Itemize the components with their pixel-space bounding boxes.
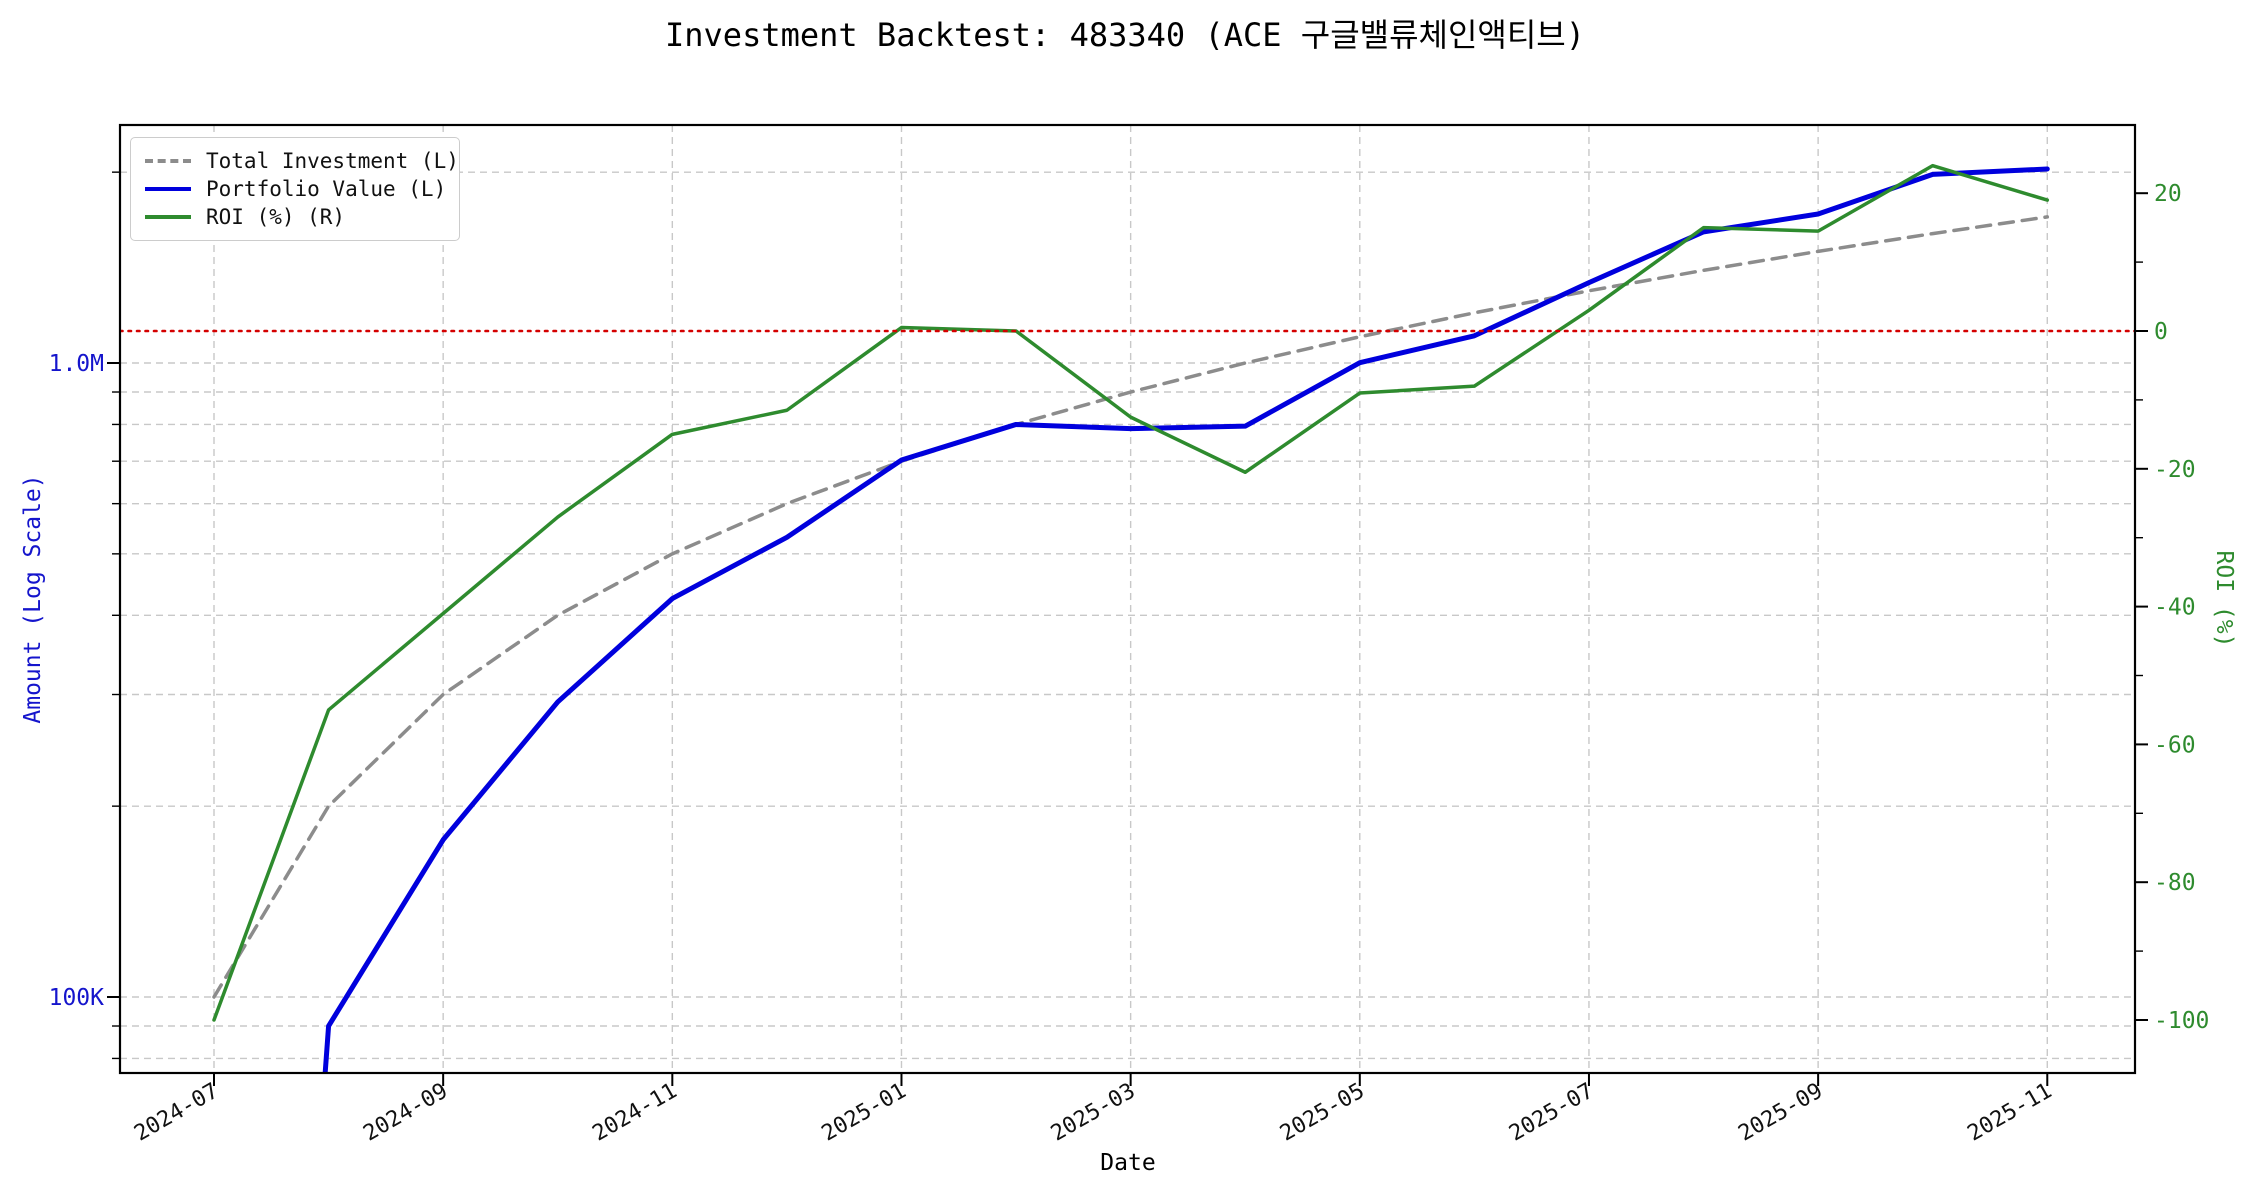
x-tick-label: 2025-07 bbox=[1505, 1079, 1598, 1147]
right-axis-title: ROI (%) bbox=[2211, 550, 2237, 648]
x-axis-title: Date bbox=[1100, 1150, 1156, 1176]
left-tick-label: 1.0M bbox=[49, 351, 104, 377]
legend-label-total-investment: Total Investment (L) bbox=[206, 149, 459, 173]
chart-title: Investment Backtest: 483340 (ACE 구글밸류체인액… bbox=[665, 16, 1585, 54]
x-tick-label: 2025-11 bbox=[1963, 1079, 2056, 1147]
right-tick-label: 0 bbox=[2154, 319, 2168, 345]
x-tick-label: 2024-07 bbox=[130, 1079, 223, 1147]
legend-item-roi: ROI (%) (R) bbox=[145, 205, 445, 229]
right-tick-label: -80 bbox=[2154, 870, 2196, 896]
left-tick-label: 100K bbox=[49, 985, 105, 1011]
legend-item-portfolio-value: Portfolio Value (L) bbox=[145, 177, 447, 201]
legend: Total Investment (L) Portfolio Value (L)… bbox=[130, 137, 460, 241]
portfolio-value-line bbox=[322, 166, 2050, 1073]
x-tick-label: 2025-03 bbox=[1047, 1079, 1140, 1147]
x-tick-labels: 2024-07 2024-09 2024-11 2025-01 2025-03 2025-… bbox=[130, 1079, 2056, 1147]
x-tick-label: 2025-05 bbox=[1276, 1079, 1369, 1147]
total-investment-line bbox=[212, 215, 2050, 999]
portfolio-value-line-swatch bbox=[145, 187, 191, 191]
gridlines bbox=[120, 125, 2135, 1073]
x-tick-label: 2024-09 bbox=[359, 1079, 452, 1147]
right-tick-label: -40 bbox=[2154, 595, 2196, 621]
x-tick-label: 2025-09 bbox=[1734, 1079, 1827, 1147]
right-tick-label: 20 bbox=[2154, 181, 2182, 207]
legend-label-portfolio-value: Portfolio Value (L) bbox=[206, 177, 447, 201]
legend-item-total-investment: Total Investment (L) bbox=[145, 149, 459, 173]
right-tick-label: -20 bbox=[2154, 457, 2196, 483]
series-lines bbox=[120, 163, 2135, 1073]
total-investment-line-swatch bbox=[145, 159, 191, 163]
x-tick-label: 2024-11 bbox=[589, 1079, 682, 1147]
axis-ticks bbox=[107, 171, 2148, 1086]
roi-line-swatch bbox=[145, 215, 191, 219]
right-tick-label: -100 bbox=[2154, 1008, 2209, 1034]
left-axis-title: Amount (Log Scale) bbox=[20, 474, 46, 724]
left-tick-labels: 1.0M 100K bbox=[49, 351, 105, 1011]
right-tick-label: -60 bbox=[2154, 732, 2196, 758]
plot-border bbox=[118, 123, 2137, 1075]
right-tick-labels: 20 0 -20 -40 -60 -80 -100 bbox=[2154, 181, 2209, 1034]
x-tick-label: 2025-01 bbox=[818, 1079, 911, 1147]
legend-label-roi: ROI (%) (R) bbox=[206, 205, 346, 229]
roi-line bbox=[212, 163, 2050, 1022]
